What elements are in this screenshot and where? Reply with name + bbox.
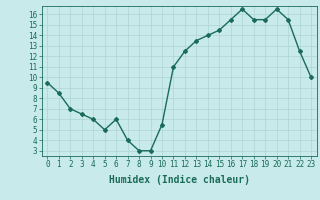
X-axis label: Humidex (Indice chaleur): Humidex (Indice chaleur) xyxy=(109,175,250,185)
